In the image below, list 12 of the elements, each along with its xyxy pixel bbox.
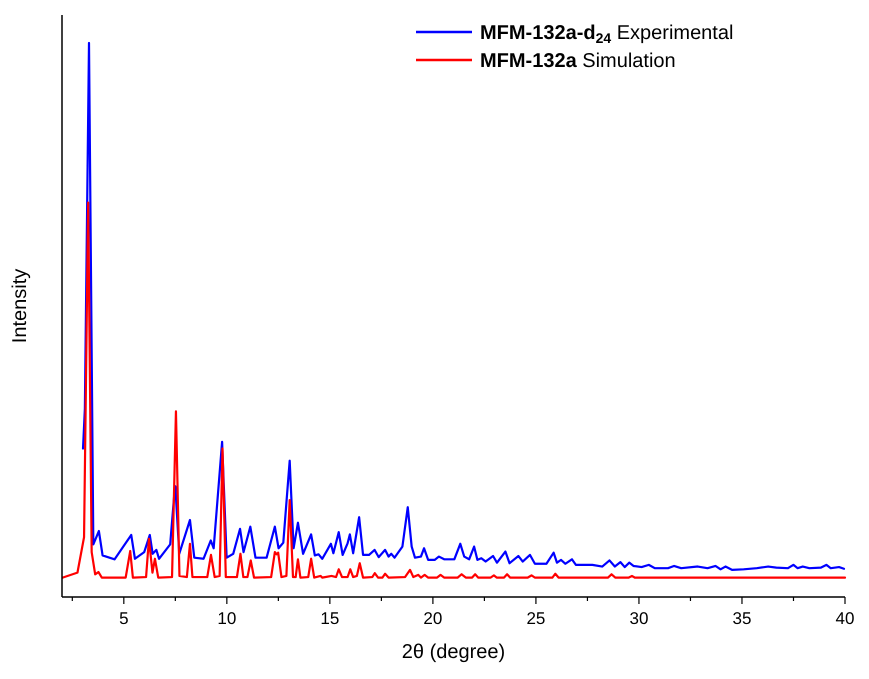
x-tick-label: 10 — [217, 609, 236, 628]
x-tick-label: 35 — [732, 609, 752, 628]
x-tick-label: 20 — [423, 609, 442, 628]
x-tick-label: 5 — [119, 609, 129, 628]
legend-label: MFM-132a-d$_{24}$ Experimental — [480, 22, 734, 46]
y-axis-title: Intensity — [9, 268, 31, 344]
x-tick-label: 15 — [320, 609, 340, 628]
x-tick-label: 40 — [836, 609, 854, 628]
legend-label: MFM-132a Simulation — [480, 50, 676, 72]
x-tick-label: 25 — [526, 609, 546, 628]
x-axis-title: 2θ (degree) — [402, 641, 506, 663]
x-tick-label: 30 — [629, 609, 648, 628]
